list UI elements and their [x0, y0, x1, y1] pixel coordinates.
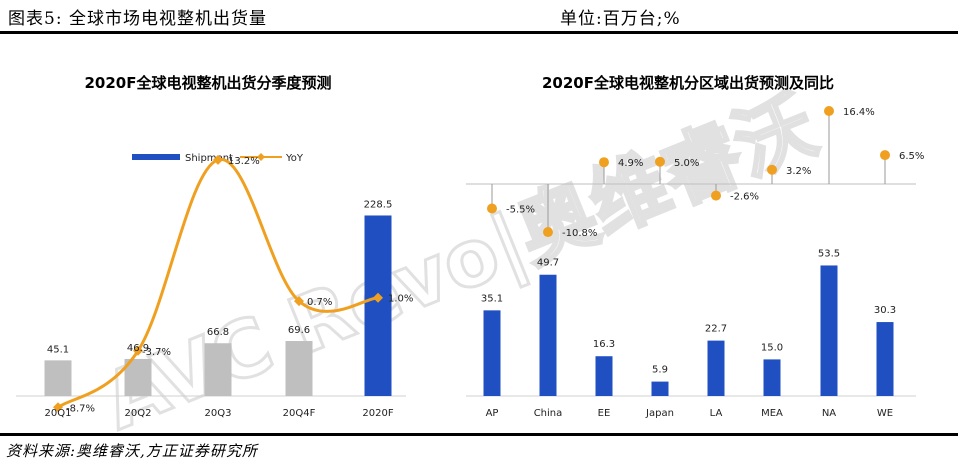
yoy-marker-20Q3 — [213, 154, 223, 165]
yoy-dot-WE — [880, 150, 890, 161]
region-bar-NA — [820, 265, 838, 396]
chart2-yoy-markers — [487, 106, 890, 238]
yoy-dot-LA — [711, 190, 721, 201]
yoy-marker-2020F — [373, 292, 383, 303]
region-yoy-label: 5.0% — [674, 158, 699, 169]
shipment-value-label: 46.9 — [127, 343, 149, 354]
region-tick-label: AP — [486, 408, 499, 419]
yoy-value-label: 13.2% — [228, 156, 260, 167]
region-tick-label: WE — [877, 408, 893, 419]
shipment-value-label: 45.1 — [47, 344, 69, 355]
region-yoy-label: 4.9% — [618, 158, 643, 169]
yoy-dot-NA — [824, 106, 834, 117]
region-tick-label: Japan — [645, 408, 674, 419]
category-tick-label: 20Q1 — [45, 408, 72, 419]
category-tick-label: 20Q2 — [125, 408, 152, 419]
region-bar-EE — [595, 356, 613, 396]
region-value-label: 30.3 — [874, 305, 896, 316]
chart1-bars — [44, 215, 392, 396]
figure-title: 图表5: 全球市场电视整机出货量 — [8, 9, 267, 29]
region-value-label: 15.0 — [761, 342, 783, 353]
bottom-rule — [0, 433, 958, 436]
yoy-marker-20Q1 — [53, 402, 63, 413]
shipment-bar-20Q1 — [44, 360, 72, 396]
region-yoy-label: -2.6% — [730, 192, 759, 203]
chart1-title: 2020F全球电视整机出货分季度预测 — [85, 74, 332, 92]
shipment-bar-2020F — [364, 215, 392, 396]
region-tick-label: China — [534, 408, 563, 419]
shipment-value-label: 66.8 — [207, 327, 229, 338]
region-yoy-label: -5.5% — [506, 204, 535, 215]
region-bar-AP — [483, 310, 501, 396]
region-value-label: 53.5 — [818, 248, 840, 259]
yoy-dot-MEA — [767, 164, 777, 175]
yoy-marker-20Q2 — [133, 345, 143, 356]
chart2-title: 2020F全球电视整机分区域出货预测及同比 — [542, 74, 834, 92]
region-bar-WE — [876, 322, 894, 396]
legend-yoy-marker — [257, 153, 265, 161]
legend-shipment-label: Shipment — [185, 153, 233, 164]
legend-yoy-label: YoY — [285, 153, 304, 164]
region-yoy-label: -10.8% — [562, 228, 597, 239]
category-tick-label: 2020F — [362, 408, 393, 419]
region-bar-MEA — [763, 359, 781, 396]
region-value-label: 5.9 — [652, 365, 668, 376]
category-tick-label: 20Q4F — [283, 408, 316, 419]
chart1-labels: 45.1 20Q1 46.9 20Q2 66.8 20Q3 69.6 20Q4F 228.5 20… — [45, 156, 414, 419]
region-tick-label: MEA — [761, 408, 783, 419]
yoy-value-label: -8.7% — [66, 403, 95, 414]
chart-regional: 2020F全球电视整机分区域出货预测及同比 35.1 AP 49.7 China 16.… — [466, 74, 924, 419]
yoy-value-label: 1.0% — [388, 294, 413, 305]
top-rule — [0, 31, 958, 34]
region-value-label: 35.1 — [481, 293, 503, 304]
yoy-dot-China — [543, 227, 553, 238]
shipment-bar-20Q4F — [285, 341, 313, 396]
chart1-legend: Shipment YoY — [132, 153, 304, 164]
yoy-value-label: 0.7% — [307, 297, 332, 308]
chart2-labels: 35.1 AP 49.7 China 16.3 EE 5.9 Japan 22.7 LA 15.0 M… — [481, 107, 925, 419]
yoy-dot-EE — [599, 157, 609, 168]
yoy-dot-Japan — [655, 156, 665, 167]
yoy-marker-20Q4F — [294, 296, 304, 307]
region-tick-label: LA — [710, 408, 723, 419]
region-value-label: 16.3 — [593, 339, 615, 350]
region-tick-label: NA — [822, 408, 836, 419]
shipment-value-label: 228.5 — [364, 199, 393, 210]
yoy-value-label: -3.7% — [142, 347, 171, 358]
figure-unit: 单位:百万台;% — [560, 9, 681, 29]
chart1-yoy-line — [53, 154, 383, 413]
chart-quarterly: 2020F全球电视整机出货分季度预测 Shipment YoY 45.1 20Q1… — [16, 74, 413, 419]
region-bar-China — [539, 274, 557, 396]
region-value-label: 49.7 — [537, 258, 559, 269]
region-yoy-label: 3.2% — [786, 166, 811, 177]
region-yoy-label: 16.4% — [843, 107, 875, 118]
region-value-label: 22.7 — [705, 324, 727, 335]
region-yoy-label: 6.5% — [899, 151, 924, 162]
category-tick-label: 20Q3 — [205, 408, 232, 419]
source-note: 资料来源:奥维睿沃,方正证券研究所 — [6, 442, 258, 460]
region-bar-LA — [707, 340, 725, 396]
region-tick-label: EE — [598, 408, 611, 419]
region-bar-Japan — [651, 381, 669, 396]
legend-shipment-swatch — [132, 154, 180, 160]
yoy-dot-AP — [487, 203, 497, 214]
shipment-bar-20Q3 — [204, 343, 232, 396]
chart2-bars — [483, 265, 894, 396]
shipment-value-label: 69.6 — [288, 325, 310, 336]
figure-header: 图表5: 全球市场电视整机出货量 单位:百万台;% — [0, 0, 958, 32]
